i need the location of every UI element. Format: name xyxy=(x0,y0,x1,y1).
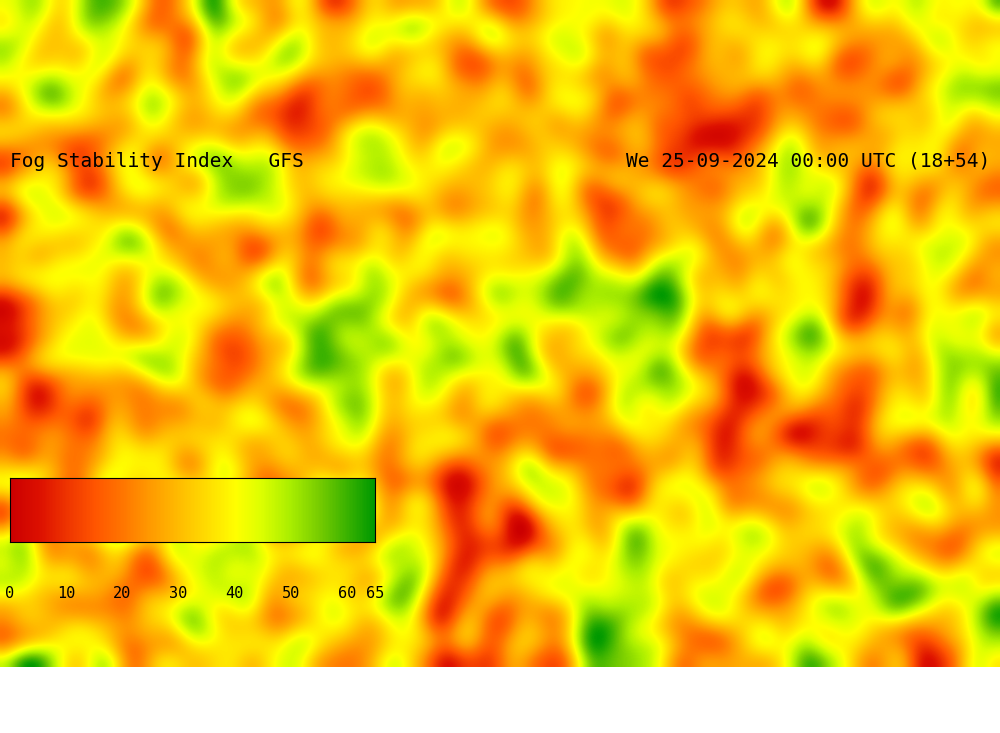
Text: 65: 65 xyxy=(366,586,384,601)
Text: 40: 40 xyxy=(225,586,244,601)
Text: 20: 20 xyxy=(113,586,131,601)
Text: We 25-09-2024 00:00 UTC (18+54): We 25-09-2024 00:00 UTC (18+54) xyxy=(626,152,990,171)
Text: 50: 50 xyxy=(282,586,300,601)
Text: 10: 10 xyxy=(57,586,75,601)
Text: 0: 0 xyxy=(5,586,15,601)
Text: 30: 30 xyxy=(169,586,188,601)
Text: Fog Stability Index   GFS: Fog Stability Index GFS xyxy=(10,152,304,171)
Text: 60: 60 xyxy=(338,586,356,601)
